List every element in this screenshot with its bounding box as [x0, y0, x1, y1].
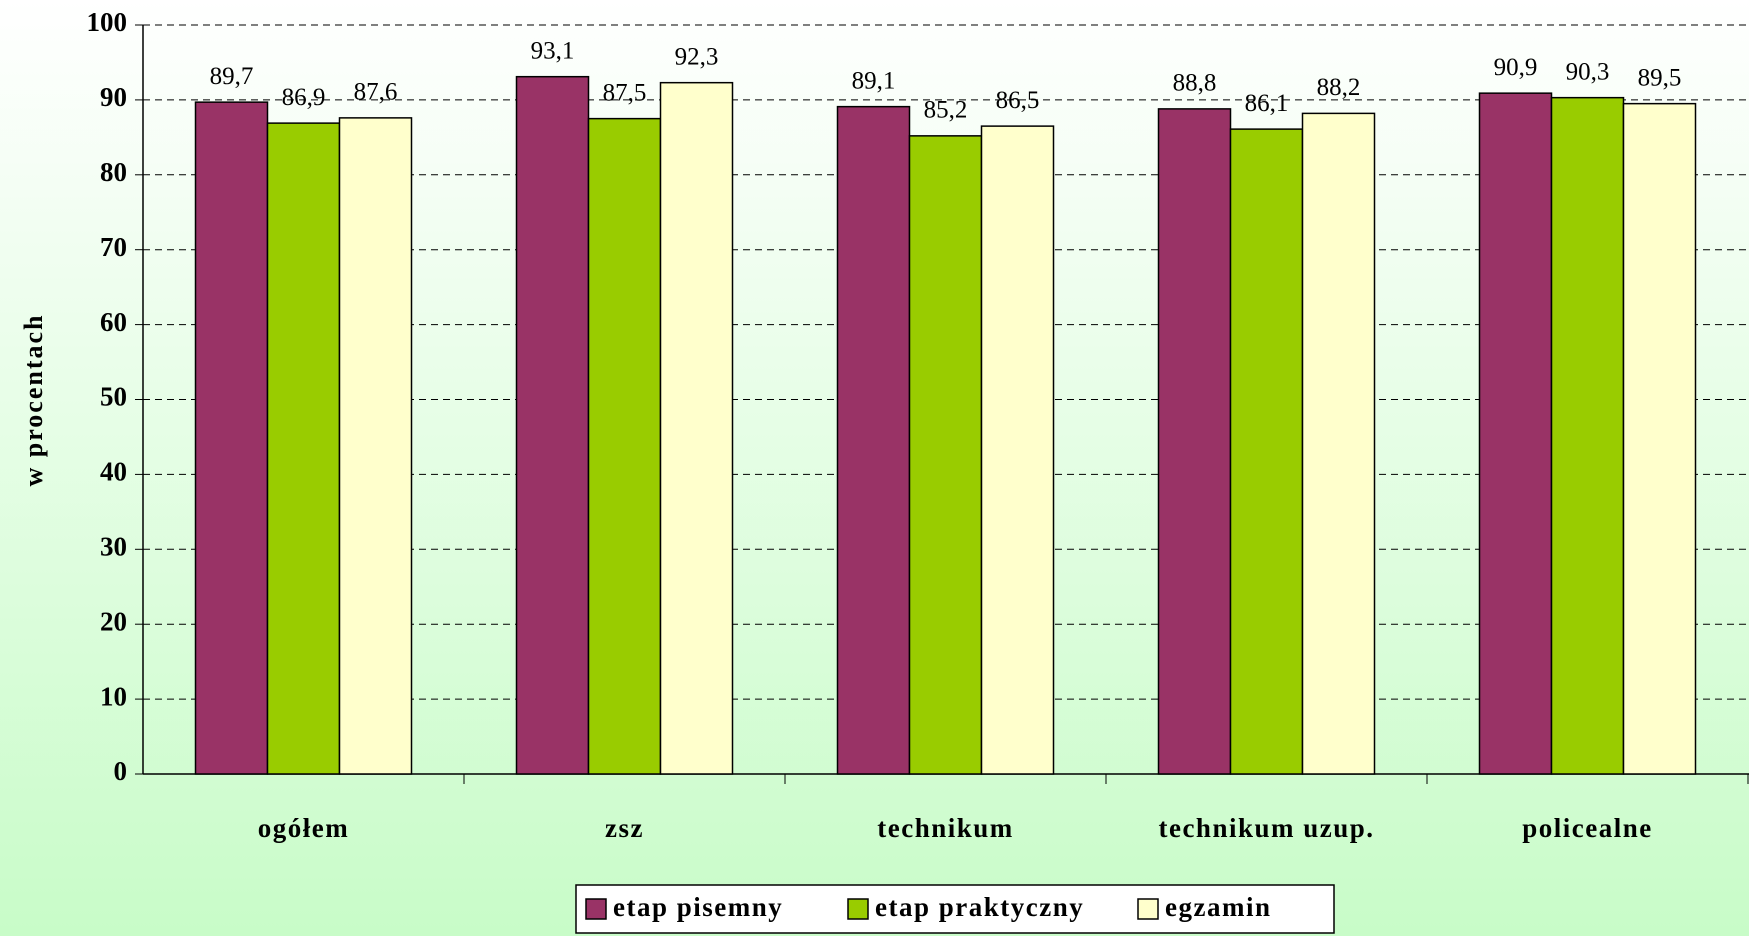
x-tick-label: ogółem	[258, 813, 349, 843]
bar	[266, 122, 341, 775]
x-tick-label: technikum uzup.	[1158, 813, 1374, 843]
bar	[194, 101, 269, 775]
y-tick-label: 70	[100, 232, 127, 262]
legend-box	[575, 884, 1335, 934]
value-label: 85,2	[924, 97, 968, 124]
y-tick-label: 80	[100, 157, 127, 187]
bar	[1478, 92, 1553, 775]
value-label: 87,6	[354, 79, 398, 106]
value-label: 93,1	[531, 37, 575, 64]
value-label: 86,1	[1245, 90, 1289, 117]
value-label: 90,9	[1494, 54, 1538, 81]
value-label: 89,5	[1638, 64, 1682, 91]
legend-label: etap pisemny	[613, 892, 783, 922]
y-tick-label: 50	[100, 382, 127, 412]
value-label: 89,7	[210, 63, 254, 90]
y-tick-label: 40	[100, 457, 127, 487]
bar	[1157, 108, 1232, 775]
value-label: 88,8	[1173, 70, 1217, 97]
value-label: 86,5	[996, 87, 1040, 114]
value-label: 88,2	[1317, 74, 1361, 101]
bar	[659, 81, 734, 775]
value-label: 89,1	[852, 67, 896, 94]
legend-label: etap praktyczny	[875, 892, 1084, 922]
bar	[1622, 102, 1697, 775]
bar	[1301, 112, 1376, 775]
bar	[515, 75, 590, 775]
y-tick-label: 60	[100, 307, 127, 337]
legend-swatch	[585, 898, 607, 920]
legend-label: egzamin	[1165, 892, 1271, 922]
legend-swatch	[1137, 898, 1159, 920]
y-axis-title: w procentach	[19, 313, 48, 486]
y-tick-label: 0	[114, 756, 128, 786]
legend-swatch	[847, 898, 869, 920]
value-label: 87,5	[603, 79, 647, 106]
y-tick-label: 90	[100, 82, 127, 112]
bar	[836, 105, 911, 775]
bar	[338, 117, 413, 775]
value-label: 90,3	[1566, 58, 1610, 85]
value-label: 86,9	[282, 84, 326, 111]
y-tick-label: 20	[100, 606, 127, 636]
bar	[587, 117, 662, 775]
y-tick-label: 100	[87, 7, 128, 37]
bar	[1550, 96, 1625, 775]
x-tick-label: zsz	[605, 813, 644, 843]
y-tick-label: 10	[100, 681, 127, 711]
value-label: 92,3	[675, 43, 719, 70]
bar	[908, 135, 983, 775]
y-tick-label: 30	[100, 532, 127, 562]
x-tick-label: technikum	[877, 813, 1014, 843]
x-tick-label: policealne	[1522, 813, 1653, 843]
bar	[1229, 128, 1304, 775]
bar	[980, 125, 1055, 775]
